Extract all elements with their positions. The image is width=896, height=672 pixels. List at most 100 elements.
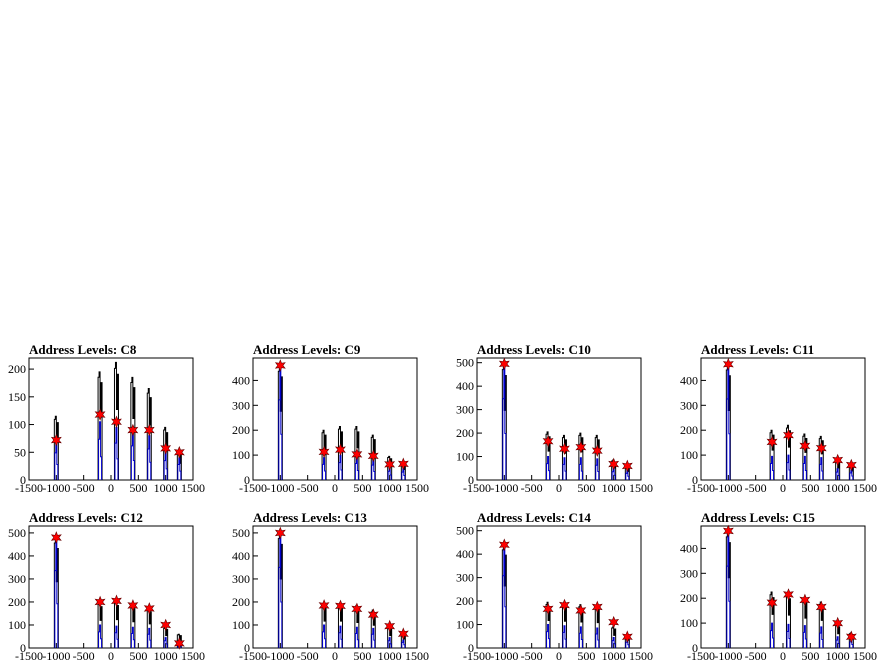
peak-marker-star <box>127 423 139 437</box>
black-histogram-spike <box>176 633 182 648</box>
peak-marker-star <box>575 440 587 454</box>
blue-histogram-spike <box>578 457 583 480</box>
peak-marker-star <box>367 608 379 621</box>
plot-frame <box>28 525 194 649</box>
peak-marker-star <box>558 598 570 612</box>
blue-histogram-spike <box>114 426 119 480</box>
blue-histogram-spike <box>401 639 406 648</box>
peak-marker-star <box>397 627 409 640</box>
black-histogram-spike <box>53 415 59 480</box>
peak-marker-star <box>722 357 734 371</box>
peak-marker-star <box>384 619 396 633</box>
x-tick-label: -1000 <box>490 481 518 495</box>
y-tick-label: 100 <box>680 616 698 630</box>
y-tick-label: 0 <box>692 641 698 655</box>
peak-marker-star <box>143 602 155 615</box>
peak-marker-star <box>94 595 106 609</box>
chart-title: Address Levels: C11 <box>701 342 814 357</box>
y-tick-label: 100 <box>8 418 26 432</box>
blue-histogram-spike <box>163 637 168 648</box>
chart-title: Address Levels: C8 <box>29 342 137 357</box>
blue-histogram-spike <box>546 624 551 648</box>
x-tick-label: 1000 <box>826 649 850 663</box>
blue-histogram-spike <box>770 622 775 648</box>
chart-title: Address Levels: C14 <box>477 510 591 525</box>
x-tick-label: -1500 <box>463 649 491 663</box>
x-tick-label: 1000 <box>154 649 178 663</box>
blue-histogram-spike <box>354 626 359 648</box>
x-tick-label: 500 <box>129 481 147 495</box>
peak-marker-star <box>351 602 363 616</box>
blue-histogram-spike <box>147 627 152 648</box>
x-tick-label: 1000 <box>378 481 402 495</box>
peak-marker-star <box>542 435 554 448</box>
blue-histogram-spike <box>546 456 551 480</box>
x-tick-label: -1000 <box>42 481 70 495</box>
x-tick-label: 500 <box>577 649 595 663</box>
blue-histogram-spike <box>322 457 327 480</box>
blue-histogram-spike <box>98 624 103 648</box>
histogram-panel: Address Levels: C8 0 50 100 150 200 -1500 -1000… <box>8 342 205 495</box>
peak-marker-star <box>94 408 106 421</box>
blue-histogram-spike <box>595 458 600 480</box>
histogram-panel: Address Levels: C14 0 100 200 300 400 500 -1500… <box>456 510 653 663</box>
x-tick-label: 0 <box>780 481 786 495</box>
black-histogram-spike <box>163 426 169 480</box>
x-tick-label: 0 <box>556 481 562 495</box>
blue-histogram-spike <box>562 457 567 480</box>
x-tick-label: 500 <box>353 481 371 495</box>
y-tick-label: 400 <box>8 549 26 563</box>
x-tick-label: -1000 <box>714 649 742 663</box>
y-tick-label: 0 <box>468 473 474 487</box>
peak-marker-star <box>799 439 811 453</box>
y-tick-label: 0 <box>244 473 250 487</box>
x-tick-label: -500 <box>73 649 95 663</box>
blue-histogram-spike <box>802 455 807 480</box>
blue-histogram-spike <box>322 624 327 648</box>
x-tick-label: 500 <box>801 481 819 495</box>
blue-histogram-spike <box>114 625 119 648</box>
x-tick-label: -500 <box>297 481 319 495</box>
x-tick-label: 1500 <box>405 649 429 663</box>
peak-marker-star <box>334 443 346 456</box>
x-tick-label: -1500 <box>463 481 491 495</box>
peak-marker-star <box>608 615 620 629</box>
y-tick-label: 300 <box>456 403 474 417</box>
blue-histogram-spike <box>578 626 583 648</box>
peak-marker-star <box>498 538 510 552</box>
y-tick-label: 200 <box>232 423 250 437</box>
blue-histogram-spike <box>595 627 600 648</box>
peak-marker-star <box>722 524 734 538</box>
peak-marker-star <box>318 445 330 459</box>
y-tick-label: 0 <box>468 641 474 655</box>
x-tick-label: 1500 <box>853 649 877 663</box>
x-tick-label: -1500 <box>687 481 715 495</box>
blue-histogram-spike <box>770 455 775 480</box>
chart-title: Address Levels: C13 <box>253 510 367 525</box>
blue-histogram-spike <box>130 626 135 648</box>
peak-marker-star <box>766 435 778 449</box>
black-histogram-spike <box>354 425 360 480</box>
y-tick-label: 0 <box>692 473 698 487</box>
peak-marker-star <box>832 453 844 467</box>
blue-histogram-spike <box>147 435 152 480</box>
x-tick-label: 1000 <box>826 481 850 495</box>
blue-histogram-spike <box>562 625 567 648</box>
blue-histogram-spike <box>54 440 59 480</box>
y-tick-label: 0 <box>20 473 26 487</box>
x-tick-label: 500 <box>801 649 819 663</box>
y-tick-label: 100 <box>232 618 250 632</box>
y-tick-label: 500 <box>456 524 474 538</box>
peak-marker-star <box>173 446 185 459</box>
peak-marker-star <box>815 600 827 614</box>
x-tick-label: -500 <box>73 481 95 495</box>
black-histogram-spike <box>594 434 600 480</box>
y-tick-label: 400 <box>456 379 474 393</box>
y-tick-label: 300 <box>232 398 250 412</box>
peak-marker-star <box>799 593 811 607</box>
peak-marker-star <box>621 459 633 473</box>
x-tick-label: 1000 <box>602 649 626 663</box>
peak-marker-star <box>591 600 603 614</box>
blue-histogram-spike <box>786 623 791 648</box>
y-tick-label: 200 <box>680 423 698 437</box>
